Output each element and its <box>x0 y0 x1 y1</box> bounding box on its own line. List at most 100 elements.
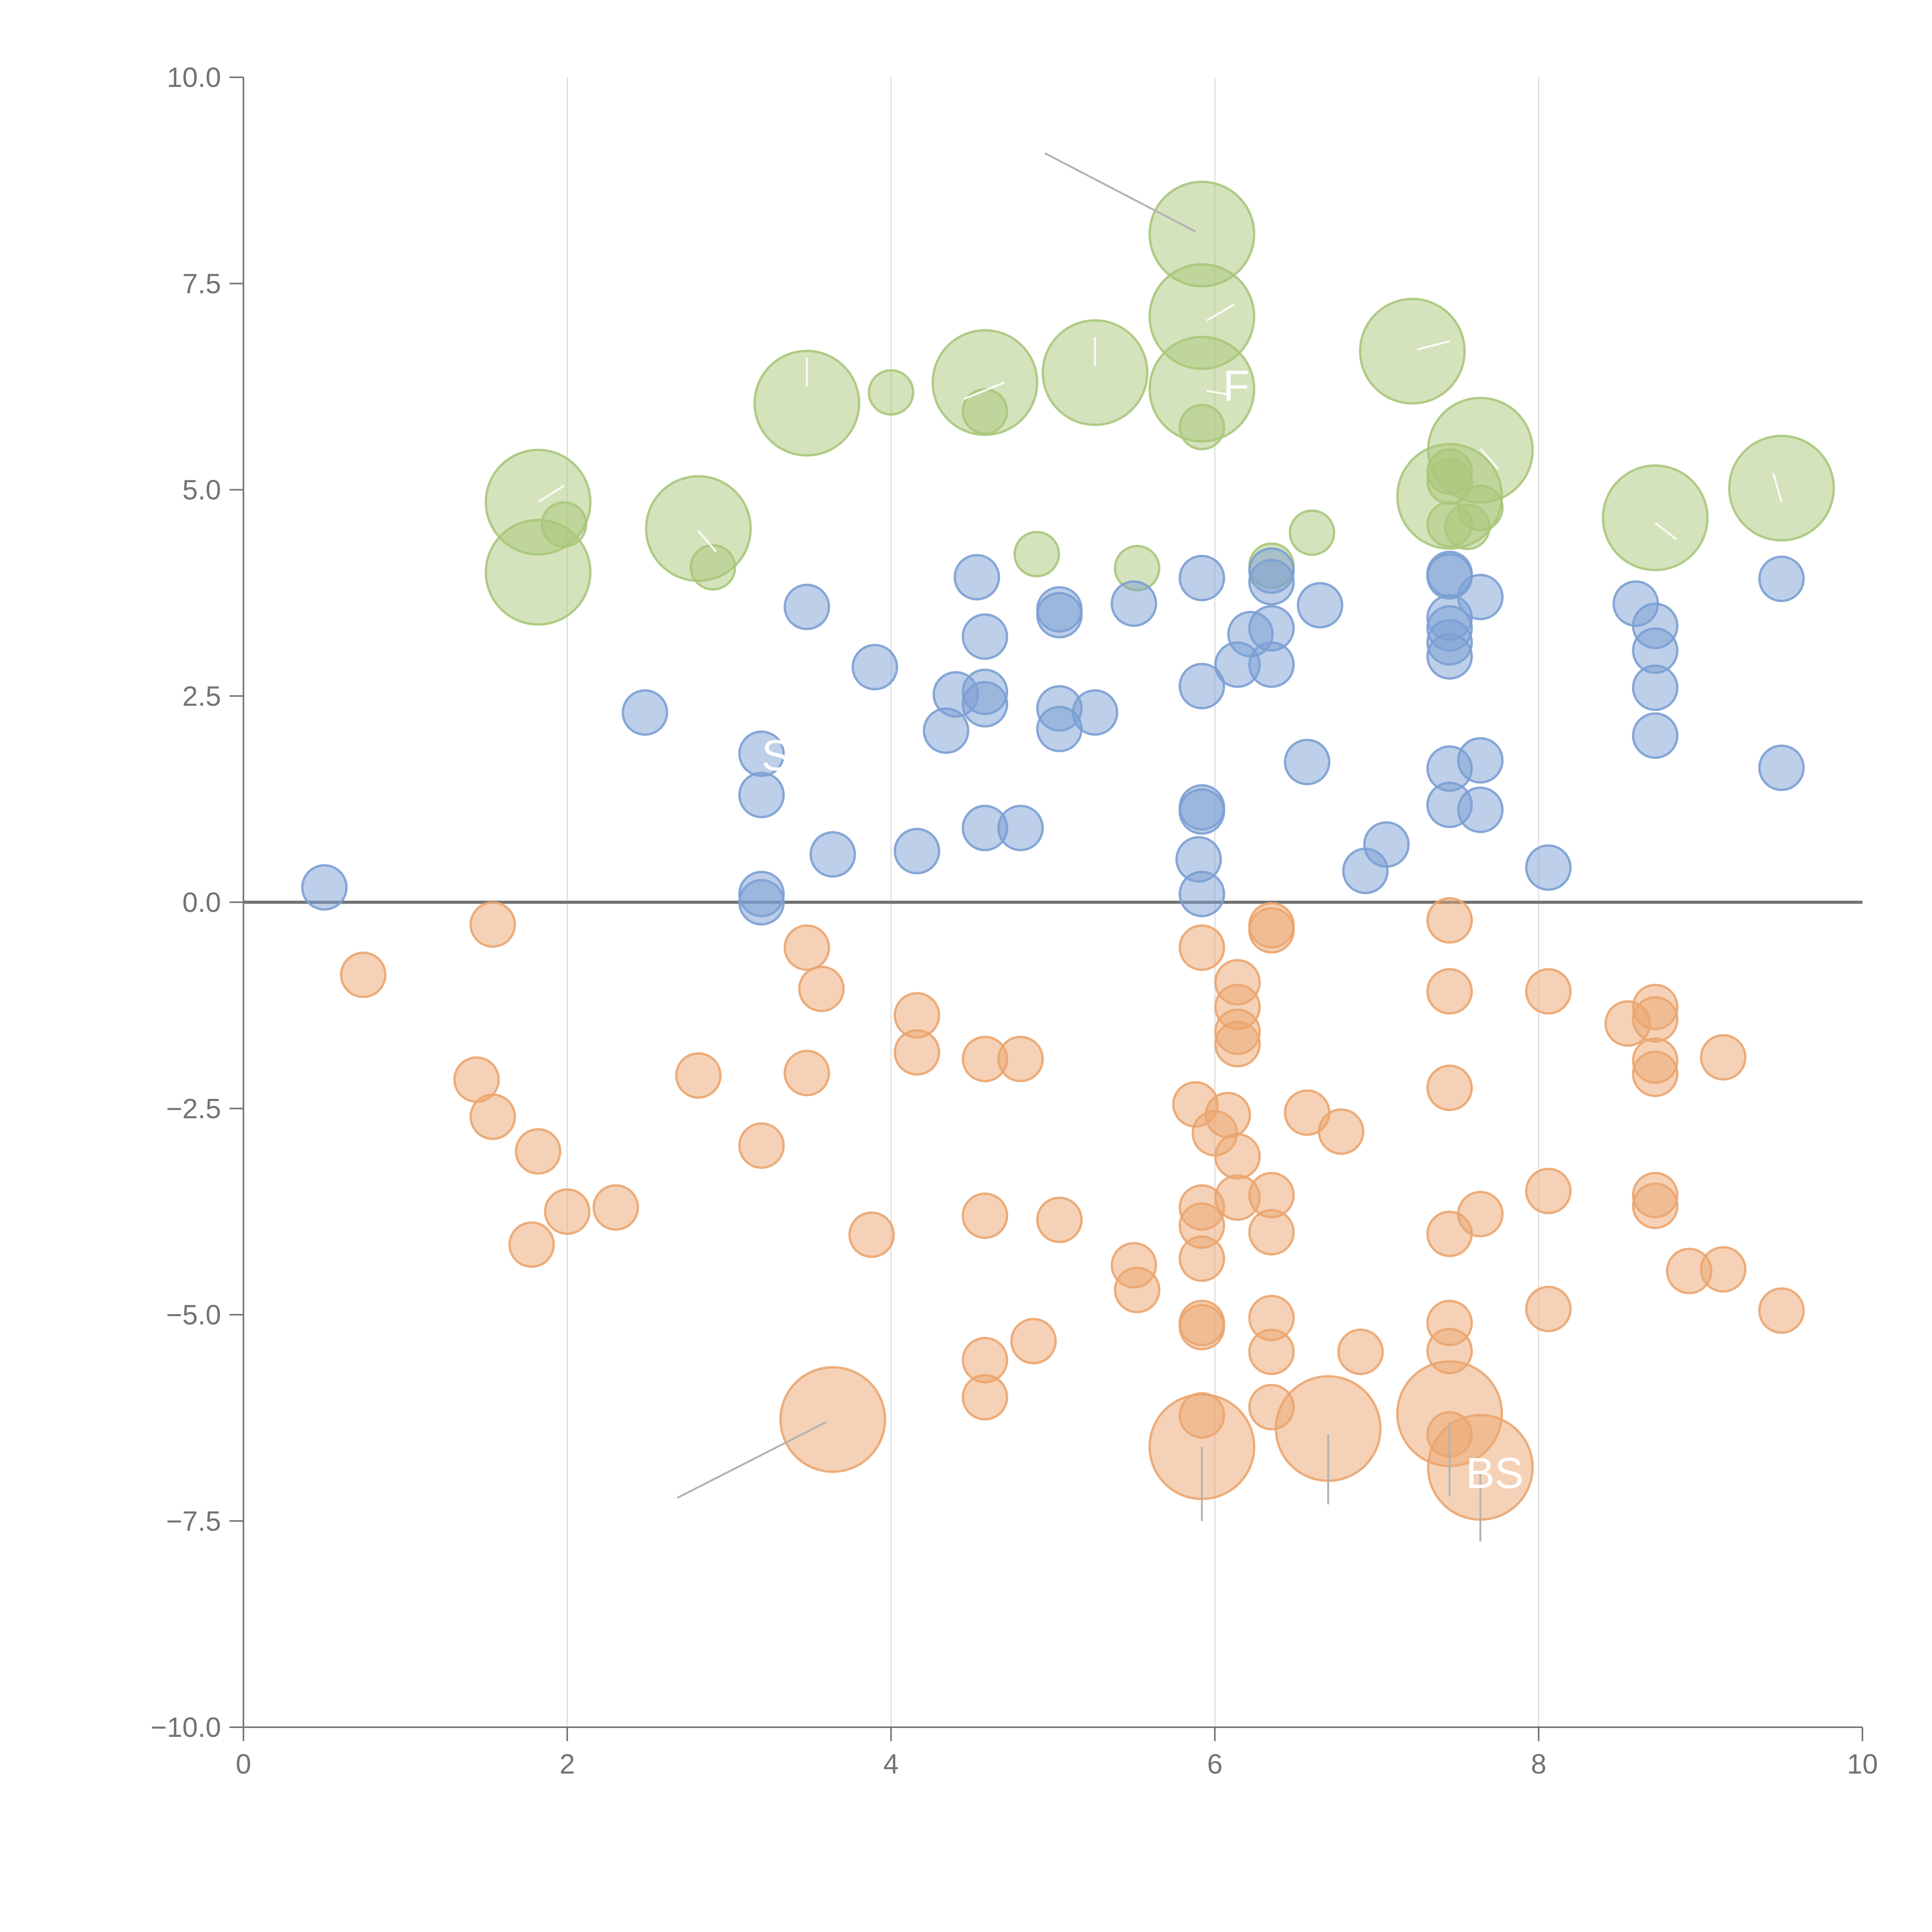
data-point <box>779 1366 886 1473</box>
data-point <box>1426 633 1473 680</box>
data-point <box>1337 1328 1384 1375</box>
data-point <box>1071 689 1119 736</box>
data-point <box>961 613 1009 660</box>
data-point <box>1179 663 1225 709</box>
data-points <box>301 180 1835 1521</box>
data-point <box>675 1052 722 1099</box>
data-point <box>738 772 785 818</box>
data-point <box>1632 664 1679 711</box>
data-point <box>1426 1065 1473 1111</box>
x-tick-label: 4 <box>883 1749 899 1780</box>
annotation-mark <box>537 485 565 503</box>
data-point <box>592 1184 639 1231</box>
data-point <box>1179 404 1225 451</box>
data-point <box>515 1128 561 1175</box>
data-point <box>848 1211 895 1258</box>
annotation-mark <box>963 381 1005 400</box>
annotation-mark <box>1417 340 1450 350</box>
data-point <box>469 1093 516 1140</box>
data-point <box>867 369 915 416</box>
data-point <box>1457 573 1504 621</box>
data-point <box>1457 1190 1504 1238</box>
data-point <box>1041 319 1149 426</box>
data-point <box>1289 509 1335 556</box>
data-point <box>893 828 940 874</box>
annotation-mark <box>1480 448 1499 470</box>
x-tick-label: 8 <box>1531 1749 1546 1780</box>
data-point <box>1457 786 1504 833</box>
annotations: F S BS <box>537 152 1782 1542</box>
data-point <box>1632 1182 1679 1229</box>
data-point <box>1204 1092 1251 1139</box>
data-point <box>783 1049 830 1097</box>
data-point <box>1444 503 1491 550</box>
x-tick-label: 10 <box>1847 1749 1878 1780</box>
data-point <box>931 329 1039 436</box>
data-point <box>997 1036 1044 1082</box>
y-tick-label: −7.5 <box>166 1506 221 1537</box>
annotation-mark <box>1772 473 1782 503</box>
data-point <box>1248 907 1295 954</box>
data-point <box>1758 555 1805 602</box>
data-point <box>1179 924 1225 971</box>
data-point <box>1525 968 1572 1015</box>
data-point <box>1284 738 1331 786</box>
data-point <box>1248 1384 1295 1430</box>
data-point <box>753 350 861 457</box>
data-point <box>1632 712 1679 759</box>
data-point <box>1426 968 1473 1015</box>
y-tick-label: 10.0 <box>167 62 221 93</box>
data-point <box>1179 554 1225 602</box>
data-point <box>953 554 1000 601</box>
y-tick-label: 2.5 <box>182 681 221 712</box>
data-point <box>1248 559 1295 605</box>
data-point <box>1214 1021 1261 1068</box>
annotation-mark <box>697 530 717 553</box>
data-point <box>1179 1235 1225 1282</box>
data-point <box>1758 1287 1805 1334</box>
data-point <box>961 388 1009 435</box>
data-point <box>1297 582 1344 629</box>
annotation-mark <box>1206 389 1231 396</box>
data-point <box>1426 897 1473 944</box>
data-point <box>851 644 898 690</box>
data-point <box>469 901 516 948</box>
data-point <box>1525 1168 1572 1214</box>
x-tick-label: 0 <box>236 1749 251 1780</box>
data-point <box>1457 737 1504 784</box>
annotation-mark <box>1206 303 1235 321</box>
x-tick-label: 6 <box>1207 1749 1223 1780</box>
data-point <box>1248 1209 1295 1256</box>
annotation-label: F <box>1223 362 1249 410</box>
data-point <box>1525 1286 1572 1332</box>
data-point <box>1632 1050 1679 1097</box>
data-point <box>1013 531 1060 578</box>
data-point <box>1363 821 1410 868</box>
data-point <box>1248 1328 1295 1375</box>
data-point <box>689 544 736 591</box>
data-point <box>1602 464 1709 571</box>
x-tick-label: 2 <box>560 1749 575 1780</box>
data-point <box>1214 1133 1261 1180</box>
data-point <box>893 1029 940 1076</box>
data-point <box>783 583 830 630</box>
data-point <box>1359 298 1466 405</box>
data-point <box>1010 1318 1057 1365</box>
data-point <box>798 965 845 1012</box>
data-point <box>997 804 1044 852</box>
annotation-leader <box>1044 152 1196 233</box>
data-point <box>1700 1246 1747 1293</box>
data-point <box>738 879 785 926</box>
data-point <box>1632 996 1679 1043</box>
data-point <box>783 924 830 971</box>
data-point <box>1179 1392 1225 1439</box>
y-tick-label: 5.0 <box>182 475 221 506</box>
data-point <box>340 951 387 998</box>
data-point <box>961 681 1009 728</box>
data-point <box>1179 871 1225 917</box>
data-point <box>738 1122 785 1169</box>
data-point <box>1525 844 1572 891</box>
data-point <box>1700 1034 1747 1081</box>
annotation-leader <box>677 1421 827 1499</box>
data-point <box>544 1188 591 1235</box>
